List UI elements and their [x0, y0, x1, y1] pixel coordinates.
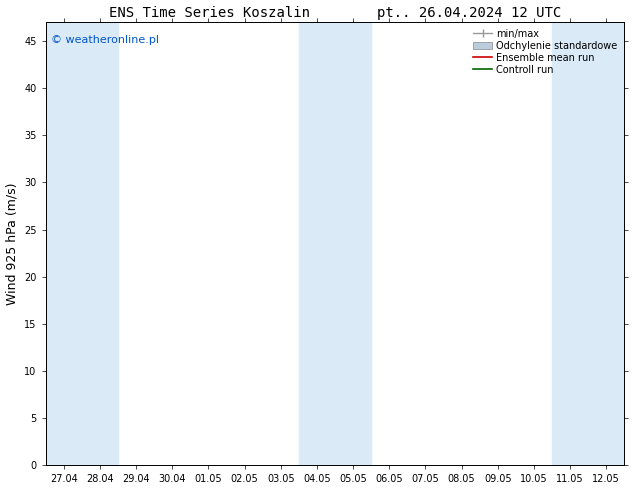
Bar	[335, 22, 371, 465]
Title: ENS Time Series Koszalin        pt.. 26.04.2024 12 UTC: ENS Time Series Koszalin pt.. 26.04.2024…	[109, 5, 561, 20]
Legend: min/max, Odchylenie standardowe, Ensemble mean run, Controll run: min/max, Odchylenie standardowe, Ensembl…	[471, 27, 619, 77]
Y-axis label: Wind 925 hPa (m/s): Wind 925 hPa (m/s)	[6, 182, 18, 305]
Text: © weatheronline.pl: © weatheronline.pl	[51, 35, 159, 46]
Bar	[82, 22, 118, 465]
Bar	[299, 22, 335, 465]
Bar	[552, 22, 588, 465]
Bar	[46, 22, 82, 465]
Bar	[588, 22, 624, 465]
